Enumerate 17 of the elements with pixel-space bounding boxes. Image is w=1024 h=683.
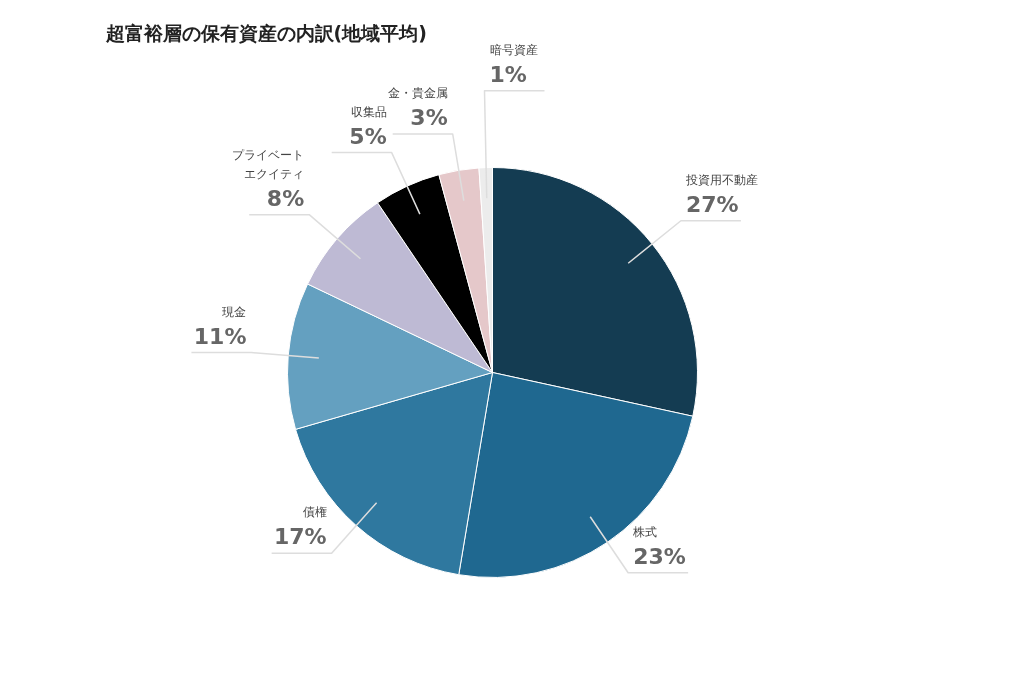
data-label: 27% [685, 191, 739, 217]
data-label: 8% [266, 185, 305, 211]
slice-label: 収集品 [350, 104, 387, 119]
chart-title: 超富裕層の保有資産の内訳(地域平均) [104, 21, 427, 44]
slice-label: 現金 [222, 304, 247, 319]
slice-label: 投資用不動産 [684, 172, 758, 187]
data-label: 3% [410, 104, 448, 130]
slice-label: 金・貴金属 [387, 85, 448, 100]
data-label: 5% [349, 123, 387, 149]
data-label: 1% [489, 61, 527, 87]
data-label: 11% [193, 323, 247, 349]
data-label: 17% [273, 524, 327, 550]
data-label: 23% [633, 543, 686, 569]
slice-label: 債権 [302, 505, 327, 520]
slice-label: プライベートエクイティ [232, 148, 305, 181]
slice-label: 株式 [632, 524, 658, 539]
slice-label: 暗号資産 [489, 42, 538, 57]
